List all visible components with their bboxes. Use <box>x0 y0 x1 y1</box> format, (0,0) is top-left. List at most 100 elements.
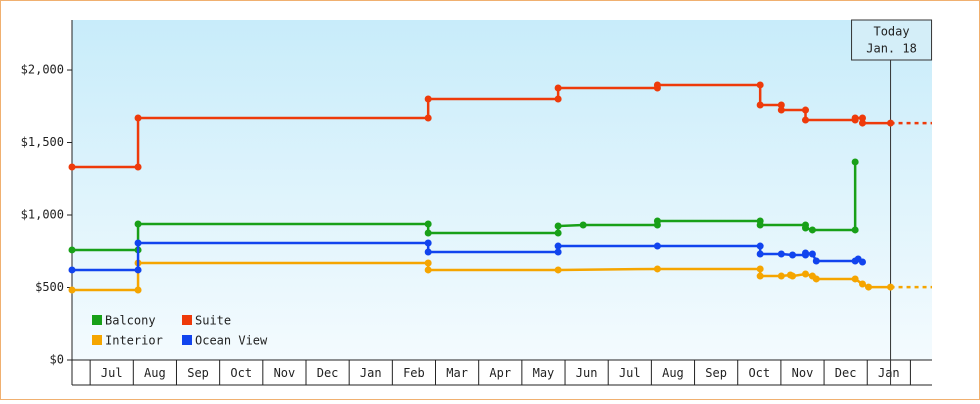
point <box>424 95 432 103</box>
point <box>858 258 866 266</box>
plot-area <box>72 20 932 360</box>
y-tick-label: $500 <box>35 280 64 294</box>
point <box>554 84 562 92</box>
x-tick-label: Jul <box>619 366 641 380</box>
x-tick-label: Mar <box>446 366 468 380</box>
x-tick-label: Nov <box>792 366 814 380</box>
today-box <box>851 19 933 61</box>
point <box>554 248 562 256</box>
point <box>756 272 764 280</box>
point <box>134 286 142 294</box>
point <box>554 266 562 274</box>
point <box>802 106 810 114</box>
legend-swatch <box>182 315 192 325</box>
point <box>851 158 859 166</box>
point <box>424 220 432 228</box>
point <box>134 114 142 122</box>
point <box>756 250 764 258</box>
point <box>851 275 859 283</box>
legend-label: Suite <box>195 314 231 328</box>
point <box>812 257 820 265</box>
point <box>756 265 764 273</box>
point <box>802 270 810 278</box>
point <box>858 280 866 288</box>
point <box>865 283 873 291</box>
point <box>554 242 562 250</box>
point <box>802 224 810 232</box>
point <box>554 229 562 237</box>
point <box>858 114 866 122</box>
point <box>424 259 432 267</box>
today-label: Today <box>873 25 909 39</box>
point <box>424 239 432 247</box>
point <box>802 249 810 257</box>
legend-label: Ocean View <box>195 334 268 348</box>
point <box>134 239 142 247</box>
point <box>579 221 587 229</box>
point <box>424 248 432 256</box>
point <box>802 116 810 124</box>
point <box>653 242 661 250</box>
point <box>756 242 764 250</box>
y-tick-label: $1,500 <box>21 135 64 149</box>
point <box>134 220 142 228</box>
point <box>554 222 562 230</box>
point <box>808 226 816 234</box>
legend-swatch <box>92 315 102 325</box>
x-tick-label: Dec <box>317 366 339 380</box>
point <box>789 272 797 280</box>
x-tick-label: Dec <box>835 366 857 380</box>
point <box>789 251 797 259</box>
point <box>777 106 785 114</box>
point <box>777 272 785 280</box>
point <box>424 266 432 274</box>
legend-label: Interior <box>105 334 163 348</box>
x-tick-label: Oct <box>748 366 770 380</box>
legend-swatch <box>182 335 192 345</box>
point <box>756 221 764 229</box>
x-tick-label: Jan <box>360 366 382 380</box>
point <box>134 266 142 274</box>
point <box>653 217 661 225</box>
legend-swatch <box>92 335 102 345</box>
point <box>424 229 432 237</box>
y-tick-label: $1,000 <box>21 208 64 222</box>
point <box>68 266 76 274</box>
point <box>756 81 764 89</box>
point <box>653 265 661 273</box>
point <box>68 163 76 171</box>
x-tick-label: Jun <box>576 366 598 380</box>
point <box>851 226 859 234</box>
y-tick-label: $2,000 <box>21 63 64 77</box>
x-tick-label: Jul <box>101 366 123 380</box>
x-tick-label: Jan <box>878 366 900 380</box>
today-label: Jan. 18 <box>866 42 917 56</box>
x-tick-label: Aug <box>662 366 684 380</box>
point <box>134 163 142 171</box>
x-tick-label: Aug <box>144 366 166 380</box>
point <box>851 114 859 122</box>
point <box>858 119 866 127</box>
legend-label: Balcony <box>105 314 156 328</box>
point <box>756 101 764 109</box>
point <box>554 95 562 103</box>
point <box>808 250 816 258</box>
x-tick-label: May <box>533 366 555 380</box>
point <box>424 114 432 122</box>
point <box>887 119 895 127</box>
point <box>68 246 76 254</box>
point <box>812 275 820 283</box>
x-tick-label: Oct <box>230 366 252 380</box>
point <box>777 250 785 258</box>
x-tick-label: Sep <box>705 366 727 380</box>
x-tick-label: Apr <box>489 366 511 380</box>
point <box>777 101 785 109</box>
x-tick-label: Feb <box>403 366 425 380</box>
y-tick-label: $0 <box>50 353 64 367</box>
point <box>68 286 76 294</box>
x-tick-label: Sep <box>187 366 209 380</box>
x-tick-label: Nov <box>274 366 296 380</box>
point <box>653 81 661 89</box>
point <box>887 283 895 291</box>
